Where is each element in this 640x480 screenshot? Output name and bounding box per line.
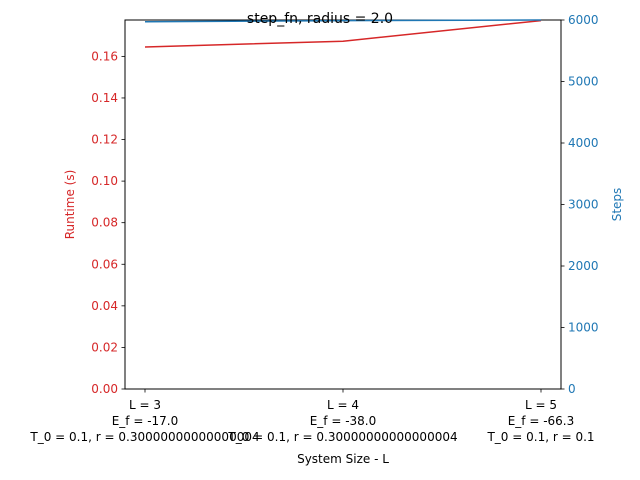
left-tick-label: 0.12 — [91, 133, 118, 147]
x-tick-label: L = 4 — [327, 398, 359, 412]
x-tick-label: E_f = -66.3 — [508, 414, 575, 428]
x-axis-ticks: L = 3 E_f = -17.0 T_0 = 0.1, r = 0.3000000… — [29, 389, 595, 444]
steps-series-line — [144, 19, 542, 23]
x-tick-label: E_f = -17.0 — [112, 414, 179, 428]
left-tick-label: 0.00 — [91, 382, 118, 396]
left-axis-ticks: 0.00 0.02 0.04 0.06 0.08 0.10 0.12 0.14 0.16 — [91, 49, 125, 396]
left-tick-label: 0.08 — [91, 216, 118, 230]
x-tick-label: T_0 = 0.1, r = 0.30000000000000004 — [29, 430, 259, 444]
x-tick-label: E_f = -38.0 — [310, 414, 377, 428]
x-tick-label: T_0 = 0.1, r = 0.30000000000000004 — [227, 430, 457, 444]
left-tick-label: 0.02 — [91, 340, 118, 354]
series-layer — [144, 19, 542, 48]
x-tick-label: L = 5 — [525, 398, 557, 412]
left-tick-label: 0.16 — [91, 49, 118, 63]
right-tick-label: 5000 — [568, 75, 599, 89]
right-tick-label: 3000 — [568, 198, 599, 212]
left-tick-label: 0.06 — [91, 257, 118, 271]
right-tick-label: 4000 — [568, 136, 599, 150]
left-tick-label: 0.10 — [91, 174, 118, 188]
y-axis-left-label: Runtime (s) — [63, 170, 77, 240]
right-tick-label: 6000 — [568, 13, 599, 27]
x-tick-label: T_0 = 0.1, r = 0.1 — [486, 430, 594, 444]
runtime-series-line — [144, 19, 542, 48]
x-tick-label: L = 3 — [129, 398, 161, 412]
right-tick-label: 2000 — [568, 259, 599, 273]
right-axis-ticks: 0 1000 2000 3000 4000 5000 6000 — [561, 13, 599, 396]
left-tick-label: 0.14 — [91, 91, 118, 105]
right-tick-label: 1000 — [568, 321, 599, 335]
right-tick-label: 0 — [568, 382, 576, 396]
plot-area — [124, 19, 562, 390]
x-axis-label: System Size - L — [297, 452, 389, 466]
left-tick-label: 0.04 — [91, 299, 118, 313]
y-axis-right-label: Steps — [610, 188, 624, 222]
chart-title: step_fn, radius = 2.0 — [247, 11, 393, 27]
